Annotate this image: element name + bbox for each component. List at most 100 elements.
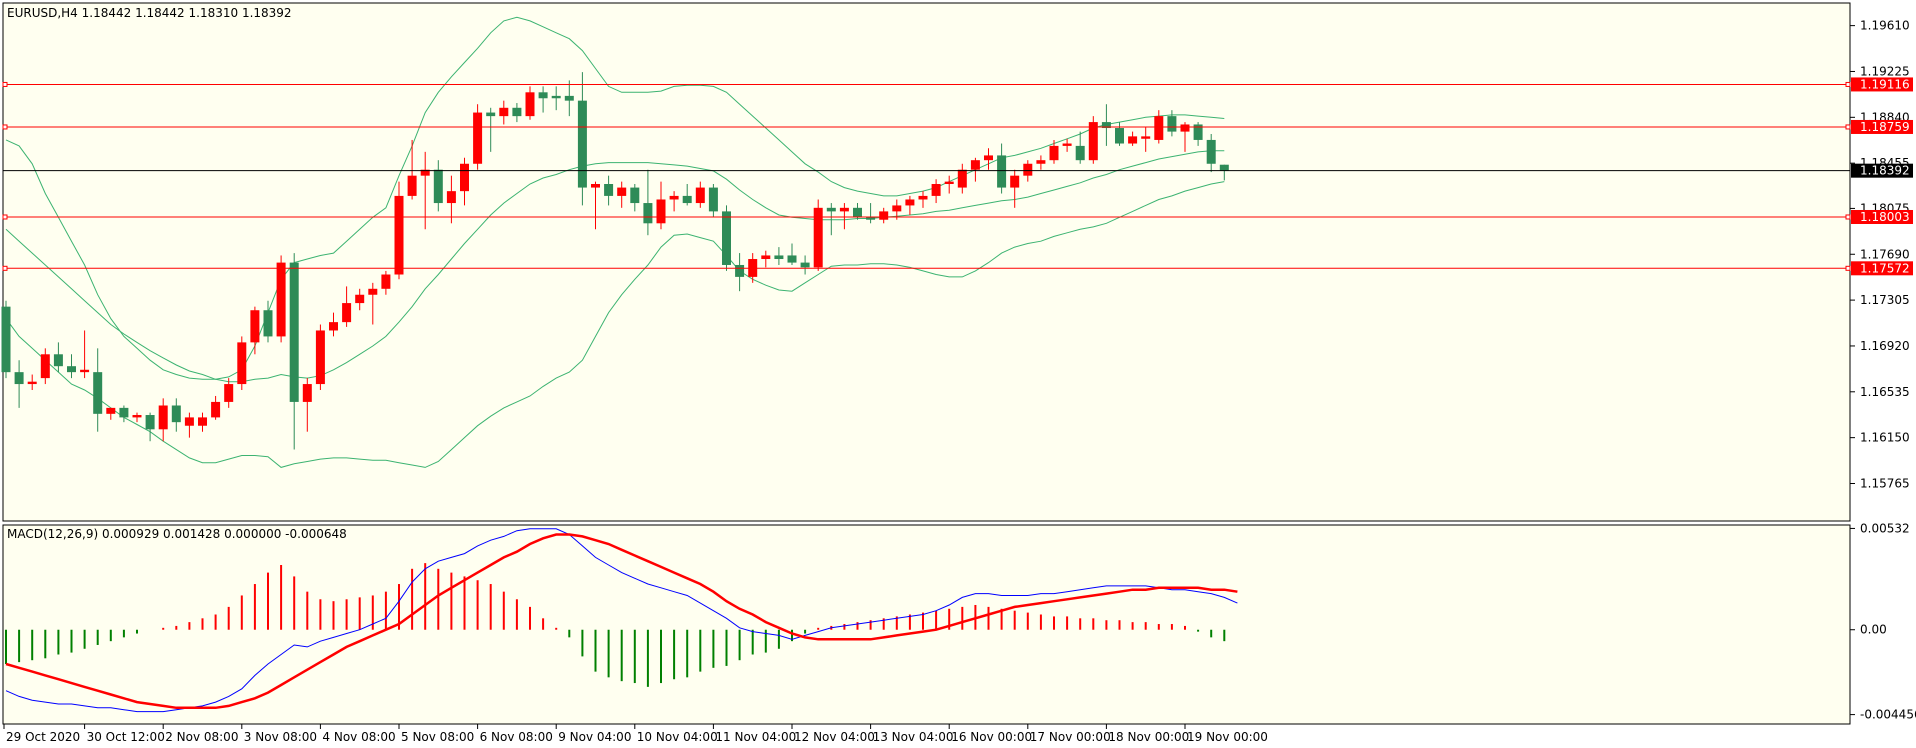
candle-body xyxy=(853,207,862,218)
candle-body xyxy=(499,107,509,117)
level-anchor-left[interactable] xyxy=(2,265,8,271)
time-tick-label: 11 Nov 04:00 xyxy=(715,730,796,744)
candle-body xyxy=(800,262,810,268)
candle-body xyxy=(237,342,247,385)
candle-body xyxy=(1075,145,1085,161)
candle-body xyxy=(774,255,784,260)
candle-body xyxy=(106,407,116,414)
candle-body xyxy=(931,184,941,196)
price-tick-label: 1.16535 xyxy=(1860,385,1910,399)
level-price-label: 1.18759 xyxy=(1860,120,1910,134)
candle-body xyxy=(525,92,535,117)
bollinger-upper-line xyxy=(5,16,1225,380)
bollinger-bands xyxy=(5,16,1225,468)
candle-body xyxy=(473,112,483,164)
candle-body xyxy=(997,155,1007,188)
candle-body xyxy=(538,92,548,99)
candle-body xyxy=(551,95,561,99)
price-tick-label: 1.17690 xyxy=(1860,247,1910,261)
level-price-tag xyxy=(1851,209,1913,224)
candle-body xyxy=(119,407,129,418)
candle-body xyxy=(198,417,207,426)
candle-body xyxy=(93,372,103,414)
time-tick-label: 2 Nov 08:00 xyxy=(165,730,238,744)
time-tick-label: 17 Nov 00:00 xyxy=(1030,730,1111,744)
candle-body xyxy=(1219,164,1229,171)
candle-body xyxy=(446,191,456,204)
candle-body xyxy=(80,369,90,373)
time-tick-label: 9 Nov 04:00 xyxy=(558,730,631,744)
candle-body xyxy=(735,264,745,277)
price-tick-label: 1.19610 xyxy=(1860,19,1910,33)
candle-body xyxy=(839,207,849,212)
candle-body xyxy=(892,205,902,212)
price-tick-label: 1.16920 xyxy=(1860,339,1910,353)
candle-body xyxy=(577,100,587,188)
candle-body xyxy=(813,207,823,268)
macd-pane[interactable] xyxy=(2,524,1851,725)
level-anchor-right[interactable] xyxy=(1845,124,1851,130)
candle-body xyxy=(67,366,76,373)
candle-body xyxy=(905,199,915,206)
current-price-label: 1.18392 xyxy=(1860,164,1910,178)
candle-body xyxy=(918,195,928,200)
time-tick-label: 4 Nov 08:00 xyxy=(322,730,395,744)
candle-body xyxy=(263,310,273,337)
level-anchor-left[interactable] xyxy=(2,124,8,130)
candle-body xyxy=(1115,128,1124,144)
price-pane[interactable] xyxy=(2,2,1851,522)
level-anchor-right[interactable] xyxy=(1845,265,1851,271)
candle-body xyxy=(355,294,365,304)
candle-body xyxy=(564,95,574,101)
level-price-tag xyxy=(1851,77,1913,92)
bollinger-lower-line xyxy=(5,181,1225,468)
candle-body xyxy=(315,330,325,385)
candle-body xyxy=(145,415,155,430)
macd-tick-label: -0.004456 xyxy=(1860,708,1916,722)
candle-body xyxy=(1062,143,1072,146)
candle-body xyxy=(276,262,286,337)
candle-body xyxy=(368,288,378,295)
candle-body xyxy=(866,217,876,220)
level-price-label: 1.18003 xyxy=(1860,210,1910,224)
level-anchor-right[interactable] xyxy=(1845,81,1851,87)
candle-body xyxy=(630,187,640,204)
macd-pane-title: MACD(12,26,9) 0.000929 0.001428 0.000000… xyxy=(7,527,347,541)
candle-body xyxy=(591,184,600,188)
time-tick-label: 12 Nov 04:00 xyxy=(794,730,875,744)
candle-body xyxy=(1167,116,1177,132)
macd-tick-label: 0.00532 xyxy=(1860,521,1910,535)
candle-body xyxy=(27,381,37,385)
price-tick-label: 1.15765 xyxy=(1860,476,1910,490)
candle-body xyxy=(879,211,889,220)
macd-tick-label: 0.00 xyxy=(1860,623,1887,637)
candle-body xyxy=(1088,122,1098,161)
candle-body xyxy=(826,207,836,212)
candle-body xyxy=(1036,160,1046,164)
macd-signal-line xyxy=(5,533,1238,710)
candle-body xyxy=(708,187,718,212)
candle-body xyxy=(407,175,417,196)
time-tick-label: 5 Nov 08:00 xyxy=(401,730,474,744)
horizontal-levels[interactable]: 1.19116 1.18759 1.18003 1.17572 1.18392 xyxy=(2,77,1913,276)
candle-body xyxy=(617,187,627,196)
price-tick-label: 1.19225 xyxy=(1860,64,1910,78)
time-axis: 29 Oct 2020 30 Oct 12:00 2 Nov 08:00 3 Nov … xyxy=(3,724,1268,744)
candle-body xyxy=(1206,139,1216,164)
time-tick-label: 19 Nov 00:00 xyxy=(1187,730,1268,744)
candle-body xyxy=(722,211,731,265)
level-anchor-left[interactable] xyxy=(2,214,8,220)
level-anchor-right[interactable] xyxy=(1845,214,1851,220)
candle-body xyxy=(329,322,338,331)
price-pane-title: EURUSD,H4 1.18442 1.18442 1.18310 1.1839… xyxy=(7,6,292,20)
macd-histogram xyxy=(5,563,1226,687)
candle-body xyxy=(944,181,954,185)
candle-body xyxy=(970,160,980,170)
level-price-label: 1.19116 xyxy=(1860,77,1910,91)
macd-lines xyxy=(5,528,1238,713)
time-tick-label: 29 Oct 2020 xyxy=(6,730,80,744)
price-tick-label: 1.16150 xyxy=(1860,431,1910,445)
candle-body xyxy=(302,384,312,402)
level-anchor-left[interactable] xyxy=(2,81,8,87)
time-tick-label: 13 Nov 04:00 xyxy=(873,730,954,744)
